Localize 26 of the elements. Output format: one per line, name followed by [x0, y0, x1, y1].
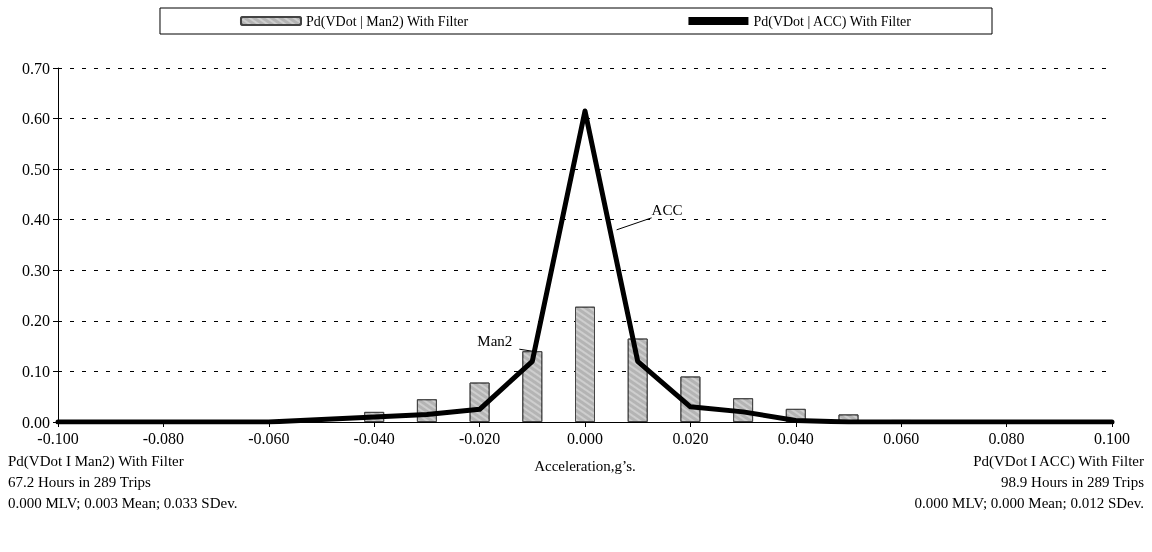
y-tick-label: 0.50: [22, 160, 50, 178]
x-tick-label: -0.040: [353, 429, 395, 447]
x-tick-label: -0.080: [142, 429, 185, 447]
legend-label: Pd(VDot | Man2) With Filter: [305, 13, 469, 30]
x-tick-label: 0.040: [777, 429, 814, 447]
annotation: Man2: [477, 333, 513, 350]
y-tick-label: 0.40: [22, 211, 50, 229]
text: Pd(VDot I Man2) With Filter 67.2 Hours in 289 Trips 0.000 MLV; 0.003 Mean; 0.033 SDev.: [8, 452, 238, 511]
x-tick-label: -0.100: [37, 429, 79, 447]
x-tick-label: 0.060: [883, 429, 920, 447]
x-tick-label: 0.080: [988, 429, 1025, 447]
y-tick-label: 0.10: [22, 362, 50, 380]
x-tick-label: 0.100: [1094, 429, 1130, 447]
x-tick-label: 0.000: [567, 429, 603, 447]
y-tick-label: 0.00: [22, 413, 50, 431]
y-tick-label: 0.60: [22, 110, 50, 128]
x-tick-label: -0.020: [458, 429, 501, 447]
x-tick-label: 0.020: [672, 429, 709, 447]
x-tick-label: -0.060: [248, 429, 290, 447]
annotation: ACC: [651, 201, 683, 218]
legend-label: Pd(VDot | ACC) With Filter: [753, 13, 912, 30]
y-tick-label: 0.70: [22, 59, 50, 77]
y-tick-label: 0.30: [22, 261, 50, 279]
x-axis-title: Acceleration,g’s.: [534, 457, 636, 474]
text: Pd(VDot I ACC) With Filter 98.9 Hours in 289 Trips 0.000 MLV; 0.000 Mean; 0.012 SDev.: [914, 452, 1145, 511]
y-tick-label: 0.20: [22, 312, 50, 330]
